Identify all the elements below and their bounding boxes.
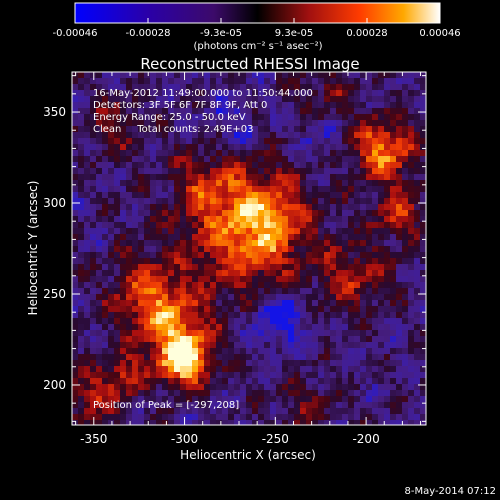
colorbar-tick-label: 0.00046: [419, 28, 460, 39]
annotations: 16-May-2012 11:49:00.000 to 11:50:44.000…: [93, 88, 313, 411]
plot-title: Reconstructed RHESSI Image: [140, 55, 359, 73]
clean-counts-text: Clean Total counts: 2.49E+03: [93, 124, 253, 135]
colorbar-tick-label: -0.00046: [53, 28, 98, 39]
image-panel: [71, 71, 427, 426]
x-axis-label: Heliocentric X (arcsec): [180, 448, 316, 462]
y-tick-label: 250: [43, 287, 66, 301]
x-tick-label: -200: [352, 432, 379, 446]
heatmap-pixels: [72, 72, 426, 425]
x-tick-label: -350: [80, 432, 107, 446]
x-tick-label: -300: [171, 432, 198, 446]
colorbar-tick-label: 0.00028: [346, 28, 387, 39]
peak-position-text: Position of Peak = [-297,208]: [93, 400, 239, 411]
energy-range-text: Energy Range: 25.0 - 50.0 keV: [93, 112, 246, 123]
colorbar-tick-label: -0.00028: [126, 28, 171, 39]
image-frame: [71, 71, 427, 426]
y-tick-label: 200: [43, 378, 66, 392]
time-range-text: 16-May-2012 11:49:00.000 to 11:50:44.000: [93, 88, 313, 99]
footer-date: 8-May-2014 07:12: [404, 486, 496, 497]
colorbar-ticks: -0.00046 -0.00028 -9.3e-05 9.3e-05 0.00028 0.…: [53, 18, 461, 39]
colorbar-tick-label: 9.3e-05: [275, 28, 313, 39]
y-tick-label: 300: [43, 196, 66, 210]
colorbar-frame: [74, 2, 441, 24]
y-tick-label: 350: [43, 105, 66, 119]
y-axis-label: Heliocentric Y (arcsec): [26, 181, 40, 316]
colorbar-tick-label: -9.3e-05: [200, 28, 242, 39]
colorbar: -0.00046 -0.00028 -9.3e-05 9.3e-05 0.00028 0.…: [53, 2, 461, 52]
x-tick-label: -250: [262, 432, 289, 446]
colorbar-gradient: [75, 3, 440, 23]
detectors-text: Detectors: 3F 5F 6F 7F 8F 9F, Att 0: [93, 100, 267, 111]
axes: -350 -300 -250 -200 200 250 300 350: [43, 72, 426, 446]
colorbar-units: (photons cm⁻² s⁻¹ asec⁻²): [193, 41, 322, 52]
